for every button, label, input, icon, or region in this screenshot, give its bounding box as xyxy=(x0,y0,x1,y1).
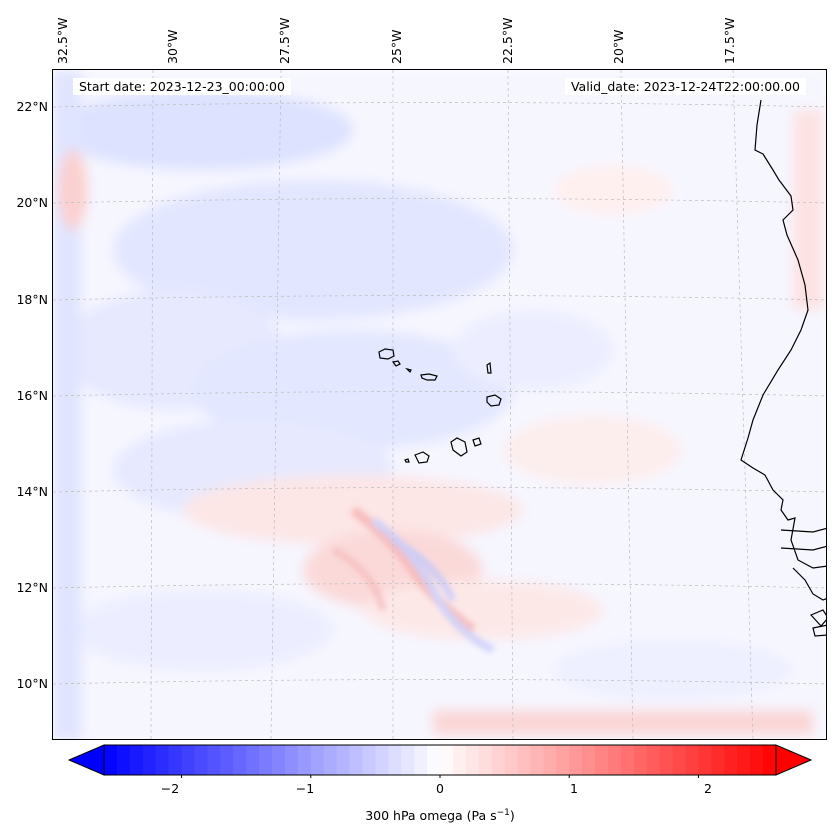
colorbar-extend-max xyxy=(775,744,812,776)
colorbar-segment xyxy=(504,745,519,775)
omega-waves xyxy=(331,506,495,654)
colorbar-segment xyxy=(569,745,583,775)
colorbar-ticks xyxy=(181,775,699,778)
lon-label-22-5w: 22.5°W xyxy=(500,17,515,64)
colorbar-segment xyxy=(155,745,170,775)
island-brava xyxy=(404,458,410,463)
omega-field-map xyxy=(53,70,826,739)
colorbar-segment xyxy=(388,745,402,775)
lon-label-27-5w: 27.5°W xyxy=(277,17,292,64)
island-santa-luzia xyxy=(405,367,412,374)
colorbar-label: 300 hPa omega (Pa s−1) xyxy=(0,808,837,823)
island-sal xyxy=(486,361,492,374)
lat-label-10n: 10°N xyxy=(16,676,48,691)
colorbar-segment xyxy=(284,745,299,775)
lon-label-30w: 30°W xyxy=(165,29,180,64)
colorbar-segment xyxy=(336,745,351,775)
island-maio xyxy=(472,437,482,447)
colorbar-tick-label: −1 xyxy=(295,781,315,796)
colorbar-segment xyxy=(517,745,532,775)
start-date-label: Start date: 2023-12-23_00:00:00 xyxy=(73,78,291,95)
island-sao-nicolau xyxy=(420,373,438,381)
colorbar-segment xyxy=(491,745,506,775)
colorbar-segment xyxy=(375,745,389,775)
colorbar-segment xyxy=(181,745,196,775)
colorbar-segment xyxy=(297,745,312,775)
colorbar-segment xyxy=(478,745,493,775)
lat-label-14n: 14°N xyxy=(16,484,48,499)
colorbar-tick-label: 1 xyxy=(570,781,578,796)
colorbar-segment xyxy=(633,745,648,775)
colorbar-segment xyxy=(452,745,467,775)
colorbar-segment xyxy=(104,745,118,775)
colorbar-segment xyxy=(207,745,221,775)
colorbar xyxy=(68,744,812,778)
lat-label-12n: 12°N xyxy=(16,580,48,595)
colorbar-segment xyxy=(323,745,338,775)
colorbar-segment xyxy=(349,745,364,775)
island-fogo xyxy=(414,451,430,464)
colorbar-segment xyxy=(608,745,622,775)
colorbar-segment xyxy=(685,745,700,775)
island-sao-vicente xyxy=(391,360,401,367)
colorbar-segment xyxy=(168,745,183,775)
colorbar-segment xyxy=(530,745,544,775)
colorbar-segment xyxy=(763,745,777,775)
colorbar-segment xyxy=(414,745,428,775)
colorbar-segment xyxy=(672,745,687,775)
colorbar-label-sup: −1 xyxy=(496,808,510,818)
island-boa-vista xyxy=(486,394,502,407)
lat-label-20n: 20°N xyxy=(16,195,48,210)
colorbar-label-end: ) xyxy=(509,808,515,824)
lon-label-17-5w: 17.5°W xyxy=(722,17,737,64)
colorbar-segment xyxy=(595,745,609,775)
colorbar-segment xyxy=(556,745,570,775)
colorbar-tick-label: 0 xyxy=(436,781,444,796)
colorbar-label-main: 300 hPa omega (Pa s xyxy=(365,808,497,824)
colorbar-segment xyxy=(750,745,764,775)
map-panel: Start date: 2023-12-23_00:00:00 Valid_da… xyxy=(52,69,827,740)
colorbar-segments xyxy=(104,745,777,775)
lon-label-25w: 25°W xyxy=(389,29,404,64)
valid-date-label: Valid_date: 2023-12-24T22:00:00.00 xyxy=(564,78,806,95)
colorbar-segment xyxy=(737,745,751,775)
african-coastline xyxy=(740,99,826,637)
colorbar-tick-label: 2 xyxy=(704,781,712,796)
colorbar-segment xyxy=(659,745,674,775)
colorbar-segment xyxy=(233,745,247,775)
colorbar-segment xyxy=(711,745,725,775)
colorbar-segment xyxy=(220,745,234,775)
omega-contour-fill xyxy=(53,70,826,739)
colorbar-segment xyxy=(543,745,557,775)
colorbar-segment xyxy=(582,745,596,775)
colorbar-segment xyxy=(427,745,441,775)
colorbar-segment xyxy=(620,745,635,775)
colorbar-tick-label: −2 xyxy=(160,781,180,796)
colorbar-segment xyxy=(698,745,712,775)
colorbar-segment xyxy=(259,745,273,775)
graticule xyxy=(53,70,826,739)
lat-label-18n: 18°N xyxy=(16,292,48,307)
colorbar-segment xyxy=(129,745,144,775)
colorbar-extend-min xyxy=(68,744,105,776)
island-santiago xyxy=(450,437,468,457)
lon-label-32-5w: 32.5°W xyxy=(55,17,70,64)
colorbar-segment xyxy=(116,745,131,775)
cape-verde-islands xyxy=(378,348,502,464)
colorbar-segment xyxy=(362,745,376,775)
island-santo-antao xyxy=(378,348,395,360)
colorbar-segment xyxy=(142,745,157,775)
colorbar-segment xyxy=(246,745,260,775)
colorbar-segment xyxy=(724,745,738,775)
lat-label-16n: 16°N xyxy=(16,388,48,403)
colorbar-segment xyxy=(440,745,454,775)
colorbar-segment xyxy=(646,745,661,775)
colorbar-segment xyxy=(465,745,480,775)
colorbar-segment xyxy=(401,745,415,775)
colorbar-segment xyxy=(194,745,208,775)
colorbar-segment xyxy=(272,745,286,775)
lon-label-20w: 20°W xyxy=(611,29,626,64)
colorbar-segment xyxy=(310,745,325,775)
lat-label-22n: 22°N xyxy=(16,99,48,114)
